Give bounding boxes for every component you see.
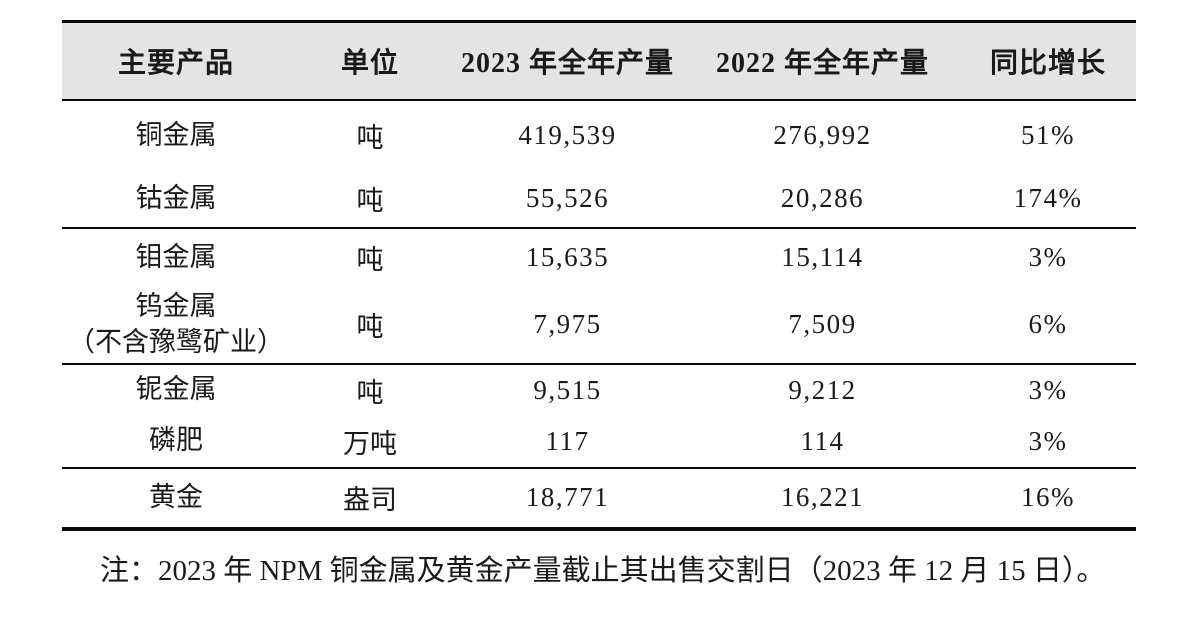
cell-unit: 盎司: [290, 466, 450, 529]
cell-2022-output: 15,114: [685, 226, 960, 287]
cell-2023-output: 419,539: [518, 120, 617, 150]
cell-growth: 3%: [960, 362, 1136, 416]
column-header-2023: 2023 年全年产量: [450, 21, 685, 101]
cell-product: 钨金属 （不含豫鹭矿业）: [68, 291, 284, 357]
table-row-copper: 铜金属 吨 419,539 276,992 51%: [62, 100, 1136, 171]
cell-product: 钴金属: [135, 182, 217, 213]
column-header-unit: 单位: [290, 21, 450, 101]
header-row: 主要产品 单位 2023 年全年产量 2022 年全年产量 同比增长: [62, 21, 1136, 101]
column-header-product: 主要产品: [62, 21, 290, 101]
cell-unit: 吨: [290, 362, 450, 416]
cell-product: 钼金属: [62, 226, 290, 287]
cell-unit: 吨: [290, 226, 450, 287]
cell-product: 黄金: [62, 466, 290, 529]
cell-2023-output: 15,635: [450, 226, 685, 287]
production-table-container: 主要产品 单位 2023 年全年产量 2022 年全年产量 同比增长 铜金属 吨…: [62, 20, 1136, 531]
table-row-tungsten: 钨金属 （不含豫鹭矿业） 吨 7,975 7,509 6%: [62, 287, 1136, 364]
column-header-growth: 同比增长: [960, 21, 1136, 101]
cell-2022-output: 114: [800, 425, 845, 456]
production-table: 主要产品 单位 2023 年全年产量 2022 年全年产量 同比增长 铜金属 吨…: [62, 20, 1136, 531]
cell-product: 磷肥: [149, 425, 203, 456]
cell-2022-output: 20,286: [780, 183, 865, 213]
cell-product: 铌金属: [62, 362, 290, 416]
cell-2023-output: 55,526: [525, 183, 610, 213]
table-row-molybdenum: 钼金属 吨 15,635 15,114 3%: [62, 226, 1136, 287]
table-row-gold: 黄金 盎司 18,771 16,221 16%: [62, 466, 1136, 529]
column-header-2022: 2022 年全年产量: [685, 21, 960, 101]
cell-2022-output: 9,212: [685, 362, 960, 416]
cell-2023-output: 9,515: [450, 362, 685, 416]
table-row-niobium: 铌金属 吨 9,515 9,212 3%: [62, 362, 1136, 416]
cell-growth: 16%: [960, 466, 1136, 529]
cell-2022-output: 7,509: [788, 309, 857, 339]
cell-unit: 吨: [356, 123, 384, 153]
table-row-cobalt: 钴金属 吨 55,526 20,286 174%: [62, 171, 1136, 228]
cell-growth: 6%: [1028, 309, 1068, 339]
cell-2022-output: 16,221: [685, 466, 960, 529]
cell-growth: 174%: [1013, 183, 1083, 213]
cell-unit: 万吨: [343, 428, 397, 459]
cell-2023-output: 117: [545, 425, 590, 456]
cell-unit: 吨: [356, 312, 384, 342]
cell-product: 铜金属: [135, 119, 217, 150]
cell-2023-output: 7,975: [533, 309, 602, 339]
cell-growth: 51%: [1021, 120, 1075, 150]
cell-unit: 吨: [356, 186, 384, 216]
cell-2022-output: 276,992: [773, 120, 872, 150]
cell-2023-output: 18,771: [450, 466, 685, 529]
table-row-phosphate: 磷肥 万吨 117 114 3%: [62, 416, 1136, 468]
footnote: 注：2023 年 NPM 铜金属及黄金产量截止其出售交割日（2023 年 12 …: [100, 555, 1106, 587]
cell-growth: 3%: [1028, 425, 1068, 456]
cell-growth: 3%: [960, 226, 1136, 287]
